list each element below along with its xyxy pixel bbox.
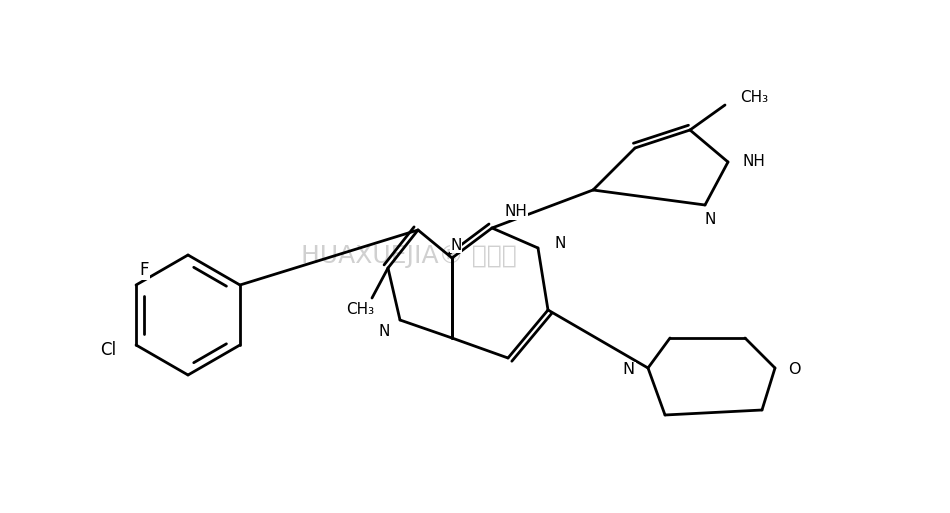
Text: N: N xyxy=(623,363,635,378)
Text: N: N xyxy=(554,236,565,251)
Text: NH: NH xyxy=(504,205,527,220)
Text: HUAXUEJIA® 化学加: HUAXUEJIA® 化学加 xyxy=(300,245,517,268)
Text: N: N xyxy=(450,238,462,252)
Text: O: O xyxy=(788,363,801,378)
Text: CH₃: CH₃ xyxy=(740,89,769,105)
Text: Cl: Cl xyxy=(100,341,116,359)
Text: N: N xyxy=(704,211,715,227)
Text: N: N xyxy=(378,325,390,340)
Text: CH₃: CH₃ xyxy=(346,303,374,318)
Text: F: F xyxy=(140,261,149,279)
Text: NH: NH xyxy=(743,154,766,169)
